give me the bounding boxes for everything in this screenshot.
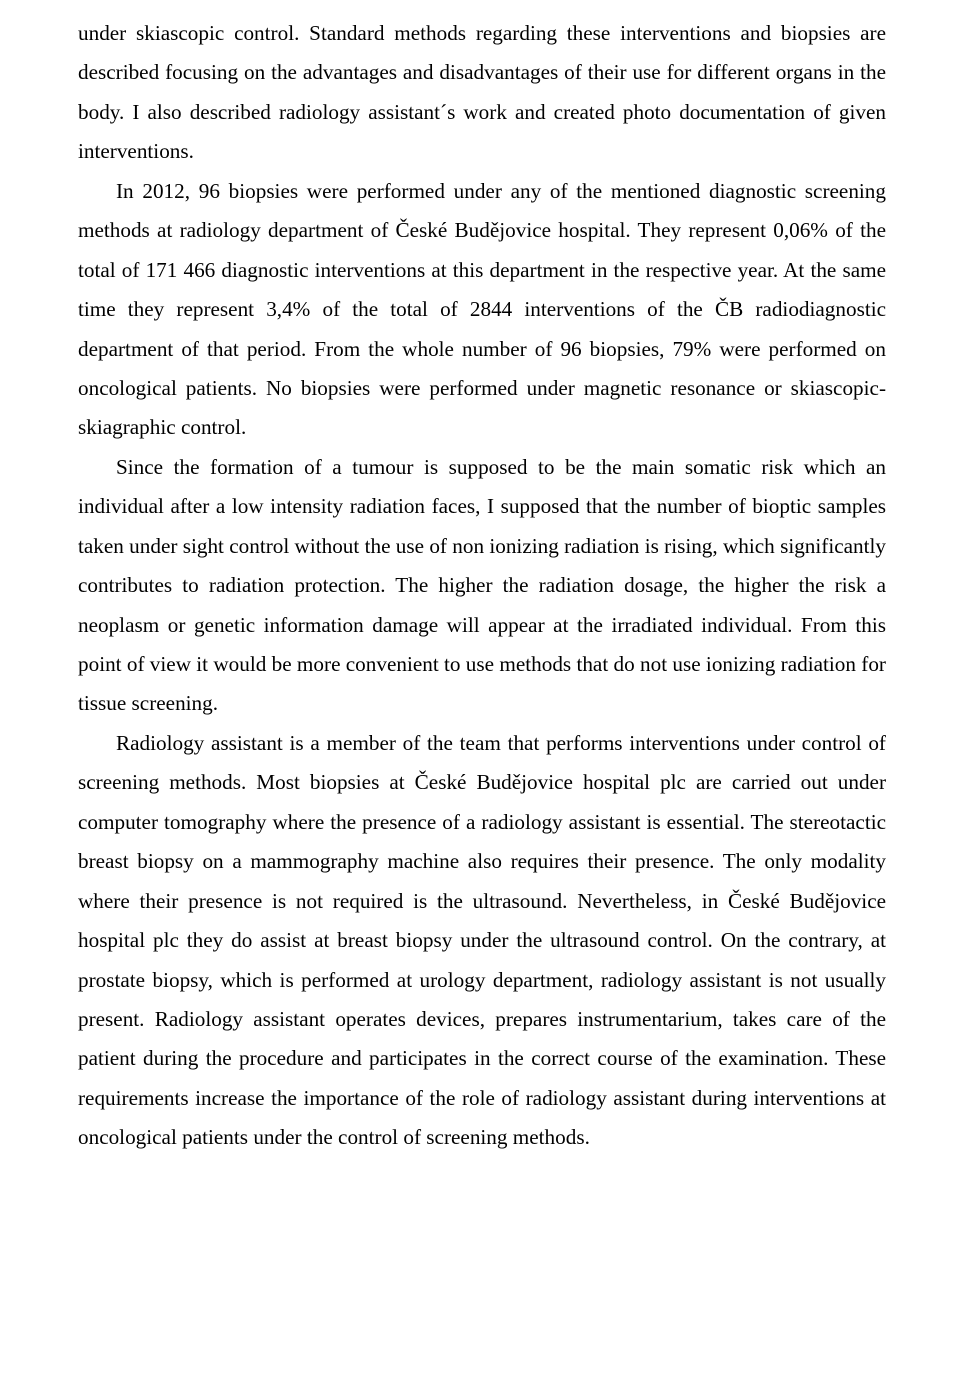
paragraph-2: In 2012, 96 biopsies were performed unde… bbox=[78, 172, 886, 448]
paragraph-1: under skiascopic control. Standard metho… bbox=[78, 14, 886, 172]
paragraph-4: Radiology assistant is a member of the t… bbox=[78, 724, 886, 1158]
paragraph-3: Since the formation of a tumour is suppo… bbox=[78, 448, 886, 724]
document-page: under skiascopic control. Standard metho… bbox=[0, 0, 960, 1373]
